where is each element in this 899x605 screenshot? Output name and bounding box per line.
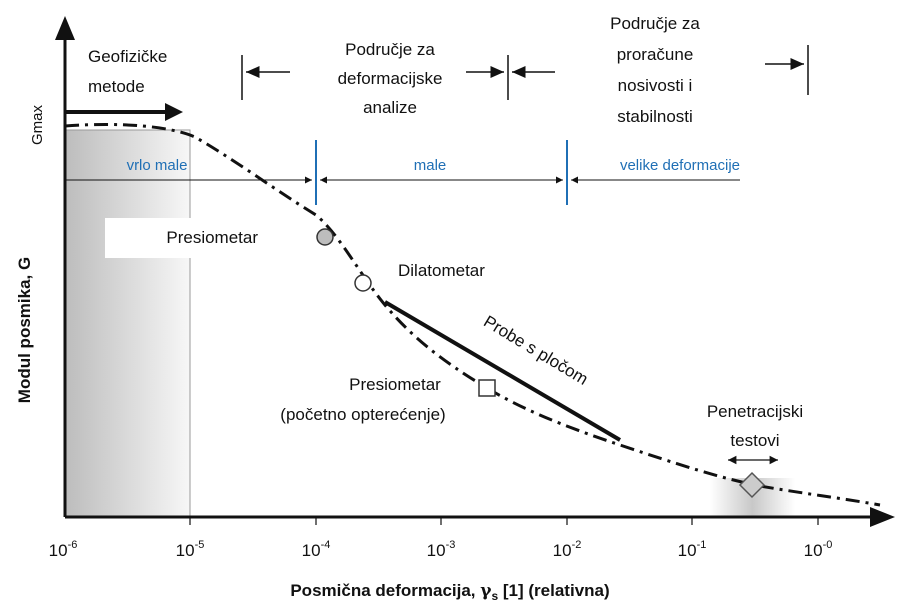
arrow — [55, 16, 75, 40]
x-tick-labels: 10-6 10-5 10-4 10-3 10-2 10-1 10-0 — [49, 539, 833, 560]
label: analize — [363, 98, 417, 117]
tick-label: 10-6 — [49, 539, 78, 560]
marker — [478, 379, 496, 397]
marker — [354, 274, 372, 292]
label: Geofizičke — [88, 47, 167, 66]
ticks — [189, 517, 819, 525]
label: testovi — [730, 431, 779, 450]
tick-label: 10-5 — [176, 539, 205, 560]
arrow — [165, 103, 183, 121]
marker — [316, 228, 334, 246]
label: metode — [88, 77, 145, 96]
label: Presiometar — [349, 375, 441, 394]
label: deformacijske — [338, 69, 443, 88]
label-box — [105, 218, 230, 258]
label: Probe s pločom — [480, 312, 591, 389]
label: Područje za — [610, 14, 700, 33]
plate-test-line — [383, 300, 622, 442]
label: stabilnosti — [617, 107, 693, 126]
tick-label: 10-0 — [804, 539, 833, 560]
label: proračune — [617, 45, 694, 64]
label: Područje za — [345, 40, 435, 59]
x-axis-label: Posmična deformacija, γs [1] (relativna) — [290, 581, 609, 603]
marker — [738, 471, 766, 499]
range-label: male — [414, 157, 447, 174]
label: Penetracijski — [707, 402, 803, 421]
range-label: velike deformacije — [620, 157, 740, 174]
label: Presiometar — [166, 228, 258, 247]
y-axis-label: Modul posmika, G — [15, 257, 34, 403]
shade-region — [65, 129, 191, 518]
tick-label: 10-2 — [553, 539, 582, 560]
label: Dilatometar — [398, 261, 485, 280]
gmax-label: Gmax — [29, 105, 46, 146]
tick-label: 10-1 — [678, 539, 707, 560]
tick-label: 10-3 — [427, 539, 456, 560]
tick-label: 10-4 — [302, 539, 331, 560]
label: (početno opterećenje) — [280, 405, 445, 424]
arrow — [870, 507, 895, 527]
label: nosivosti i — [618, 76, 693, 95]
range-label: vrlo male — [127, 157, 188, 174]
